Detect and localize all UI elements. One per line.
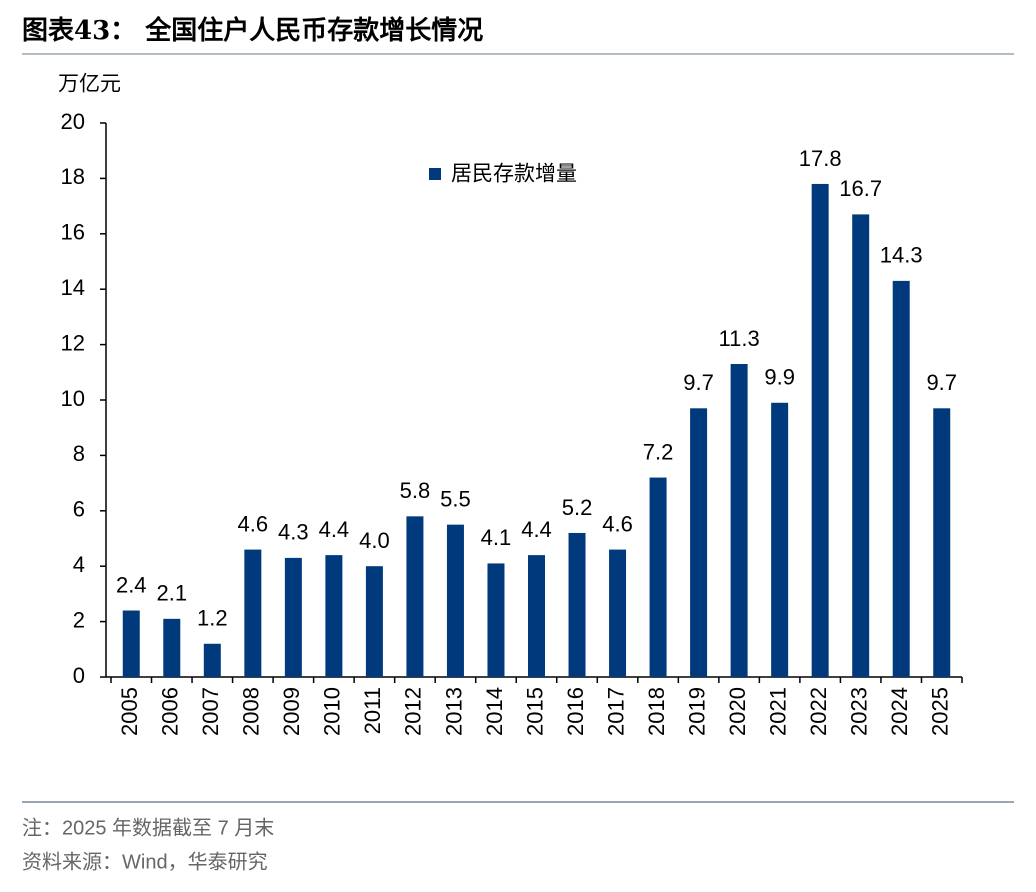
- y-tick-label: 16: [61, 220, 85, 245]
- y-tick-label: 0: [73, 663, 85, 688]
- x-tick-label: 2024: [887, 687, 912, 736]
- x-tick-label: 2005: [117, 687, 142, 736]
- value-label: 4.0: [359, 528, 390, 553]
- chart-title: 图表43： 全国住户人民币存款增长情况: [22, 15, 483, 46]
- y-tick-label: 18: [61, 164, 85, 189]
- bar: [609, 549, 627, 677]
- y-tick-label: 6: [73, 497, 85, 522]
- bar: [284, 557, 302, 677]
- y-axis-label: 万亿元: [58, 73, 121, 96]
- x-tick-label: 2016: [563, 687, 588, 736]
- x-tick-label: 2010: [320, 687, 345, 736]
- bar: [163, 618, 181, 677]
- legend-swatch: [429, 168, 441, 180]
- x-tick-label: 2023: [847, 687, 872, 736]
- value-label: 5.2: [562, 495, 593, 520]
- x-tick-label: 2020: [725, 687, 750, 736]
- bar: [690, 408, 708, 677]
- x-tick-label: 2011: [360, 687, 385, 734]
- x-tick-label: 2025: [928, 687, 953, 736]
- value-label: 7.2: [643, 439, 674, 464]
- value-label: 9.9: [764, 365, 795, 390]
- x-tick-label: 2007: [198, 687, 223, 736]
- bar: [406, 516, 424, 677]
- value-label: 9.7: [683, 370, 714, 395]
- y-tick-label: 20: [61, 109, 85, 134]
- y-tick-label: 12: [61, 330, 85, 355]
- value-label: 9.7: [926, 370, 957, 395]
- value-label: 4.4: [521, 517, 552, 542]
- bar: [528, 555, 545, 677]
- legend-label: 居民存款增量: [451, 163, 577, 186]
- bar: [244, 549, 262, 677]
- x-tick-label: 2012: [401, 687, 426, 736]
- y-tick-label: 4: [73, 552, 85, 577]
- note: 注：2025 年数据截至 7 月末: [22, 816, 274, 839]
- bar: [568, 532, 586, 677]
- value-label: 17.8: [799, 146, 842, 171]
- y-tick-label: 14: [61, 275, 85, 300]
- x-tick-label: 2019: [684, 687, 709, 736]
- bar: [933, 408, 951, 677]
- value-label: 16.7: [839, 176, 882, 201]
- value-label: 4.1: [481, 525, 512, 550]
- value-label: 5.5: [440, 486, 471, 511]
- bar: [730, 363, 748, 677]
- x-tick-label: 2014: [482, 687, 507, 736]
- bar: [649, 477, 667, 677]
- y-tick-label: 2: [73, 607, 85, 632]
- bar: [203, 643, 221, 677]
- value-label: 5.8: [400, 478, 431, 503]
- bar: [771, 402, 789, 677]
- x-tick-label: 2015: [522, 687, 547, 736]
- x-tick-label: 2022: [806, 687, 831, 736]
- value-label: 1.2: [197, 606, 228, 631]
- value-label: 4.6: [238, 511, 269, 536]
- x-tick-label: 2018: [644, 687, 669, 736]
- y-tick-label: 10: [61, 386, 85, 411]
- x-tick-label: 2008: [239, 687, 264, 736]
- value-label: 4.3: [278, 520, 309, 545]
- source: 资料来源：Wind，华泰研究: [22, 850, 268, 873]
- bar: [446, 524, 464, 677]
- x-tick-label: 2017: [603, 687, 628, 736]
- x-tick-label: 2013: [441, 687, 466, 736]
- value-label: 11.3: [719, 326, 760, 351]
- bar: [365, 566, 383, 677]
- bar: [852, 214, 870, 677]
- bar: [325, 555, 343, 677]
- bar: [122, 610, 140, 677]
- bar: [892, 280, 910, 677]
- bar: [487, 563, 505, 677]
- x-tick-label: 2021: [765, 687, 790, 736]
- value-label: 4.4: [319, 517, 350, 542]
- x-tick-label: 2006: [158, 687, 183, 736]
- value-label: 4.6: [602, 511, 633, 536]
- value-label: 2.1: [156, 581, 187, 606]
- value-label: 14.3: [880, 243, 923, 268]
- x-tick-label: 2009: [279, 687, 304, 736]
- bar: [811, 183, 829, 677]
- y-tick-label: 8: [73, 441, 85, 466]
- value-label: 2.4: [116, 572, 147, 597]
